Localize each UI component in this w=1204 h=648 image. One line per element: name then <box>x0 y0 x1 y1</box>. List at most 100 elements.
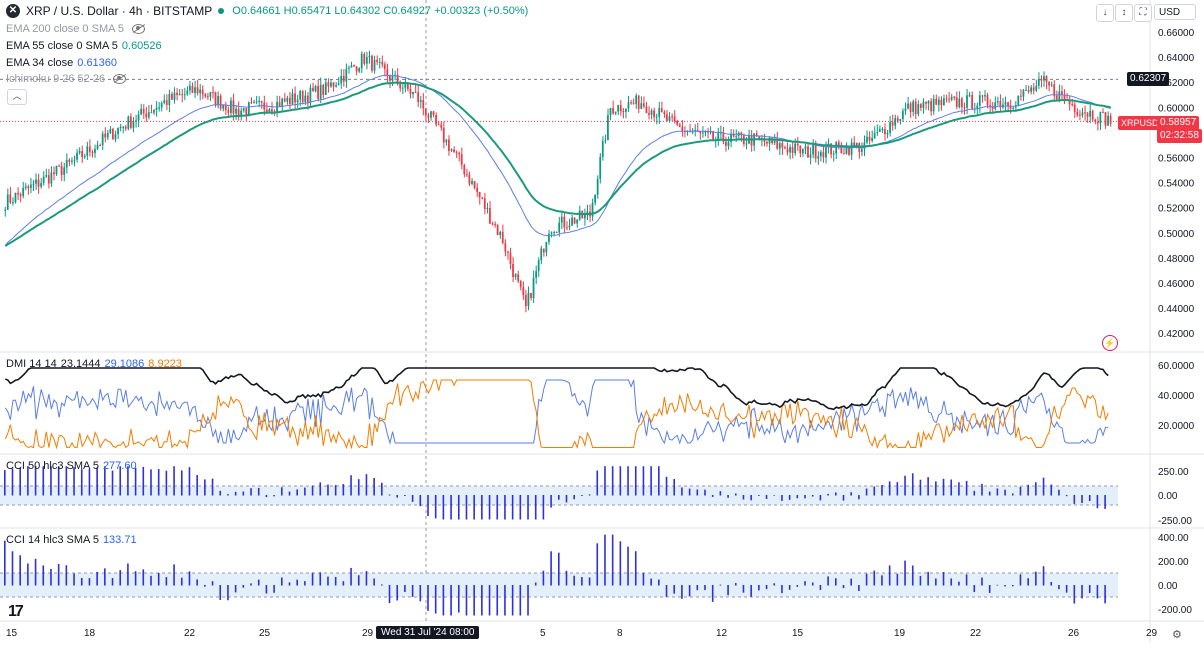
dmi-adx-line <box>5 367 1109 411</box>
cci50-bar <box>1050 484 1053 496</box>
legend-dmi[interactable]: DMI 14 14 23.1444 29.1086 8.9223 <box>6 356 182 372</box>
cci14-bar <box>411 585 414 597</box>
lightning-icon[interactable]: ⚡ <box>1102 335 1118 351</box>
legend-ema34[interactable]: EMA 34 close 0.61360 <box>6 55 117 71</box>
dmi-label: DMI 14 14 <box>6 358 57 370</box>
candle-body <box>907 103 909 109</box>
candle-body <box>730 133 732 142</box>
cci50-bar <box>34 466 37 496</box>
candle-body <box>335 85 337 87</box>
legend-ichimoku[interactable]: Ichimoku 9 26 52 26 <box>6 71 127 87</box>
legend-ema55[interactable]: EMA 55 close 0 SMA 5 0.60526 <box>6 38 162 54</box>
candle-body <box>822 152 825 158</box>
cci50-bar <box>673 479 676 496</box>
candle-body <box>901 110 904 120</box>
candle-body <box>353 65 355 67</box>
candle-body <box>17 192 19 195</box>
gear-icon[interactable]: ⚙ <box>1172 629 1182 641</box>
legend-cci14[interactable]: CCI 14 hlc3 SMA 5 133.71 <box>6 532 137 548</box>
hidden-eye-icon[interactable] <box>132 24 146 34</box>
cci14-bar <box>234 585 237 593</box>
candle-body <box>27 186 30 189</box>
candle-body <box>1089 110 1091 117</box>
candle-body <box>948 99 950 101</box>
cci50-bar <box>519 495 522 520</box>
cci50-bar <box>442 495 445 520</box>
cci50-bar <box>904 475 906 496</box>
candle-body <box>958 98 961 107</box>
candle-body <box>794 143 797 154</box>
candle-body <box>24 186 27 188</box>
legend-ema200[interactable]: EMA 200 close 0 SMA 5 <box>6 21 146 37</box>
candle-body <box>468 174 471 184</box>
legend-cci50[interactable]: CCI 50 hlc3 SMA 5 277.60 <box>6 458 137 474</box>
tradingview-logo[interactable]: 17 <box>8 603 24 620</box>
cci14-bar <box>888 565 891 586</box>
cci14-bar <box>304 581 306 586</box>
ema34-label: EMA 34 close <box>6 57 74 69</box>
candle-body <box>355 66 358 72</box>
candle-body <box>255 101 258 103</box>
candle-body <box>265 109 268 114</box>
cci50-axis-label: 250.00 <box>1158 467 1189 478</box>
candle-body <box>601 141 604 157</box>
price-axis-label: 0.44000 <box>1158 304 1195 315</box>
candle-body <box>224 105 227 111</box>
candle-body <box>732 133 735 137</box>
candle-body <box>886 132 889 135</box>
cci14-bar <box>57 564 60 586</box>
cci14-bar <box>473 585 475 616</box>
candle-body <box>132 121 135 128</box>
symbol-legend[interactable]: ✕ XRP / U.S. Dollar · 4h · BITSTAMP O0.6… <box>6 3 528 19</box>
cci14-bar <box>111 578 114 586</box>
cci14-bar <box>811 582 814 586</box>
cci14-bar <box>1004 585 1006 587</box>
candle-body <box>553 232 555 234</box>
candle-body <box>894 118 897 126</box>
candle-body <box>237 108 240 116</box>
cci14-bar <box>34 558 37 586</box>
cci50-bar <box>542 495 545 520</box>
candle-body <box>153 109 155 113</box>
cci14-bar <box>734 583 737 586</box>
candle-body <box>840 145 843 154</box>
cci14-bar <box>581 577 583 586</box>
currency-select[interactable]: USD <box>1154 4 1196 20</box>
cci14-bar <box>11 551 14 586</box>
candle-body <box>304 95 307 102</box>
candle-body <box>427 115 430 118</box>
cci50-bar <box>942 478 945 496</box>
cci50-bar <box>42 466 45 496</box>
dmi-axis-label: 40.0000 <box>1158 391 1195 402</box>
candle-body <box>514 274 517 277</box>
hidden-eye-icon[interactable] <box>113 74 127 84</box>
candle-body <box>435 115 437 125</box>
collapse-legend-button[interactable]: ︿ <box>7 89 27 105</box>
candle-body <box>825 147 827 158</box>
cci14-bar <box>835 578 837 586</box>
candle-body <box>191 85 194 93</box>
candle-body <box>950 96 953 100</box>
candle-body <box>360 53 363 69</box>
symbol-title: XRP / U.S. Dollar · 4h · BITSTAMP <box>26 4 213 18</box>
candle-body <box>399 84 402 89</box>
cci14-bar <box>504 585 506 616</box>
cci14-bar <box>350 567 352 586</box>
candle-body <box>312 87 314 92</box>
candle-body <box>927 101 930 104</box>
scale-button[interactable]: ↕ <box>1115 4 1133 22</box>
cci50-bar <box>288 491 291 496</box>
cci50-bar <box>596 470 599 496</box>
candle-body <box>837 142 840 146</box>
candle-body <box>104 133 107 138</box>
cci14-bar <box>334 576 337 586</box>
candle-body <box>1102 111 1104 113</box>
fullscreen-button[interactable]: ⛶ <box>1134 4 1152 22</box>
candle-body <box>524 295 527 307</box>
dmi-axis-label: 60.0000 <box>1158 361 1195 372</box>
arrow-down-button[interactable]: ↓ <box>1096 4 1114 22</box>
candle-body <box>106 133 109 138</box>
candle-body <box>848 145 850 155</box>
